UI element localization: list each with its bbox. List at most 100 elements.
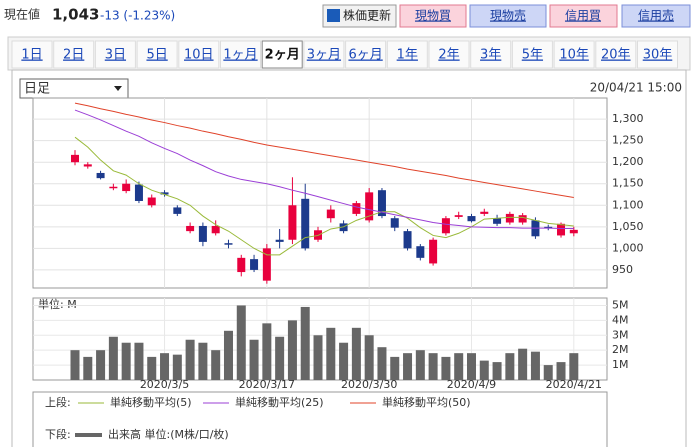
- candle-body: [96, 172, 105, 179]
- tab[interactable]: [553, 40, 595, 69]
- tab[interactable]: [94, 40, 136, 69]
- tab-label[interactable]: 20年: [601, 48, 631, 63]
- candle-body: [301, 198, 310, 249]
- volume-bar: [339, 342, 349, 380]
- candle-body: [518, 215, 527, 223]
- volume-bar: [505, 353, 515, 380]
- legend-volume-name: 出来高 単位:(M株/口/枚): [108, 427, 229, 441]
- tab[interactable]: [595, 40, 637, 69]
- tab-label[interactable]: 5年: [522, 48, 543, 63]
- y-tick-label: 1,250: [612, 134, 644, 147]
- tab-label[interactable]: 6ヶ月: [348, 48, 382, 63]
- tab-label[interactable]: 3日: [105, 48, 126, 63]
- tab-label[interactable]: 3ヶ月: [307, 48, 341, 63]
- candle-body: [134, 184, 143, 201]
- tab-label[interactable]: 30年: [643, 48, 673, 63]
- candle-body: [262, 248, 271, 281]
- tab[interactable]: [637, 40, 678, 69]
- x-tick-label: 2020/3/17: [239, 378, 295, 391]
- volume-bar: [364, 335, 374, 380]
- sell-label[interactable]: 現物売: [490, 8, 526, 23]
- legend-name: 単純移動平均(5): [110, 395, 192, 409]
- tab-label[interactable]: 10年: [559, 48, 589, 63]
- tab[interactable]: [261, 40, 303, 69]
- candle-body: [173, 207, 182, 214]
- tab-label[interactable]: 10日: [184, 48, 214, 63]
- y-tick-label: 1,200: [612, 155, 644, 168]
- margin-buy-button[interactable]: [549, 4, 618, 28]
- candle-body: [224, 243, 233, 245]
- x-tick-label: 2020/4/21: [546, 378, 602, 391]
- buy-button[interactable]: [399, 4, 467, 28]
- candle-body: [186, 225, 195, 232]
- tab[interactable]: [136, 40, 178, 69]
- tab-label[interactable]: 5日: [146, 48, 167, 63]
- margin-sell-label[interactable]: 信用売: [638, 8, 674, 23]
- candle-body: [390, 218, 399, 228]
- volume-bar: [492, 362, 502, 380]
- volume-bar: [249, 339, 259, 380]
- volume-bar: [313, 335, 323, 380]
- candle-body: [403, 231, 412, 249]
- tab[interactable]: [11, 40, 53, 69]
- tab[interactable]: [178, 40, 220, 69]
- moving-average-line: [74, 109, 574, 230]
- tab-label[interactable]: 1年: [397, 48, 418, 63]
- tab-label[interactable]: 1ヶ月: [223, 48, 257, 63]
- tab[interactable]: [53, 40, 95, 69]
- volume-bar: [108, 336, 118, 380]
- margin-sell-button[interactable]: [621, 4, 691, 28]
- timestamp: 20/04/21 15:00: [590, 81, 682, 95]
- tab[interactable]: [303, 40, 345, 69]
- select-arrow: [114, 86, 122, 91]
- candle-body: [109, 186, 118, 189]
- candle-body: [377, 190, 386, 217]
- period-select-label[interactable]: 日足: [24, 82, 50, 97]
- tab[interactable]: [470, 40, 512, 69]
- candle-body: [326, 209, 335, 219]
- refresh-button[interactable]: [322, 4, 397, 28]
- tab-label[interactable]: 3年: [480, 48, 501, 63]
- tab-label[interactable]: 2ヶ月: [265, 48, 300, 63]
- volume-bar: [83, 356, 93, 380]
- volume-bar: [466, 353, 476, 380]
- candle-body: [288, 205, 297, 240]
- candle-body: [250, 259, 259, 270]
- y-tick-label: 1,300: [612, 112, 644, 125]
- candle-body: [454, 215, 463, 217]
- tab[interactable]: [511, 40, 553, 69]
- volume-bar: [223, 330, 233, 380]
- y-tick-label: 5M: [612, 298, 629, 311]
- volume-unit: 単位: M: [38, 297, 77, 311]
- volume-bar: [479, 360, 489, 380]
- margin-buy-label[interactable]: 信用買: [565, 9, 601, 23]
- volume-bar: [160, 353, 170, 380]
- volume-bar: [172, 354, 182, 380]
- volume-bar: [262, 323, 272, 380]
- tab[interactable]: [220, 40, 261, 69]
- candle-body: [569, 229, 578, 234]
- candle-body: [352, 203, 361, 214]
- sell-button[interactable]: [469, 4, 547, 28]
- volume-bar: [70, 350, 80, 380]
- buy-label[interactable]: 現物買: [415, 9, 451, 23]
- volume-bar: [185, 339, 195, 380]
- volume-bar: [441, 356, 451, 380]
- volume-bar: [147, 356, 157, 380]
- candle-body: [557, 223, 566, 236]
- tab-label[interactable]: 2年: [438, 48, 459, 63]
- volume-bar: [326, 327, 336, 380]
- volume-bar: [377, 347, 387, 380]
- tab[interactable]: [345, 40, 387, 69]
- tab-label[interactable]: 1日: [21, 48, 42, 63]
- y-tick-label: 1M: [612, 358, 629, 371]
- candle-body: [198, 225, 207, 242]
- tab[interactable]: [428, 40, 470, 69]
- tab-label[interactable]: 2日: [63, 48, 84, 63]
- refresh-label[interactable]: 株価更新: [343, 8, 391, 23]
- candle-body: [71, 154, 79, 163]
- x-tick-label: 2020/3/5: [140, 378, 189, 391]
- volume-bar: [569, 353, 579, 380]
- tab[interactable]: [386, 40, 428, 69]
